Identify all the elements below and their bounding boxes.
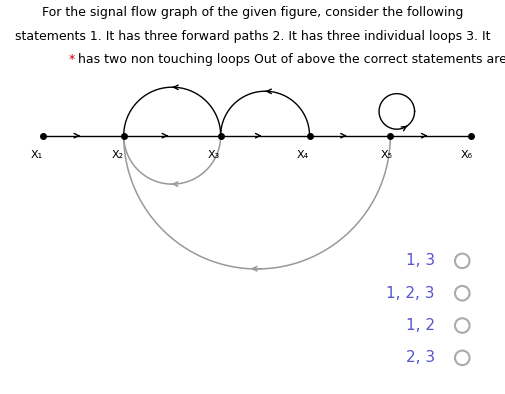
Text: X₆: X₆ [460,150,472,160]
Text: 1, 2, 3: 1, 2, 3 [385,286,434,301]
Text: 1, 3: 1, 3 [405,253,434,268]
Text: X₂: X₂ [111,150,123,160]
Text: X₅: X₅ [380,150,391,160]
Text: For the signal flow graph of the given figure, consider the following: For the signal flow graph of the given f… [42,6,463,19]
Text: statements 1. It has three forward paths 2. It has three individual loops 3. It: statements 1. It has three forward paths… [15,30,490,43]
Text: 2, 3: 2, 3 [405,350,434,365]
Text: X₁: X₁ [30,150,42,160]
Text: X₃: X₃ [208,150,220,160]
Text: *: * [68,53,74,66]
Text: 1, 2: 1, 2 [405,318,434,333]
Text: has two non touching loops Out of above the correct statements are: has two non touching loops Out of above … [78,53,505,66]
Text: X₄: X₄ [296,150,309,160]
